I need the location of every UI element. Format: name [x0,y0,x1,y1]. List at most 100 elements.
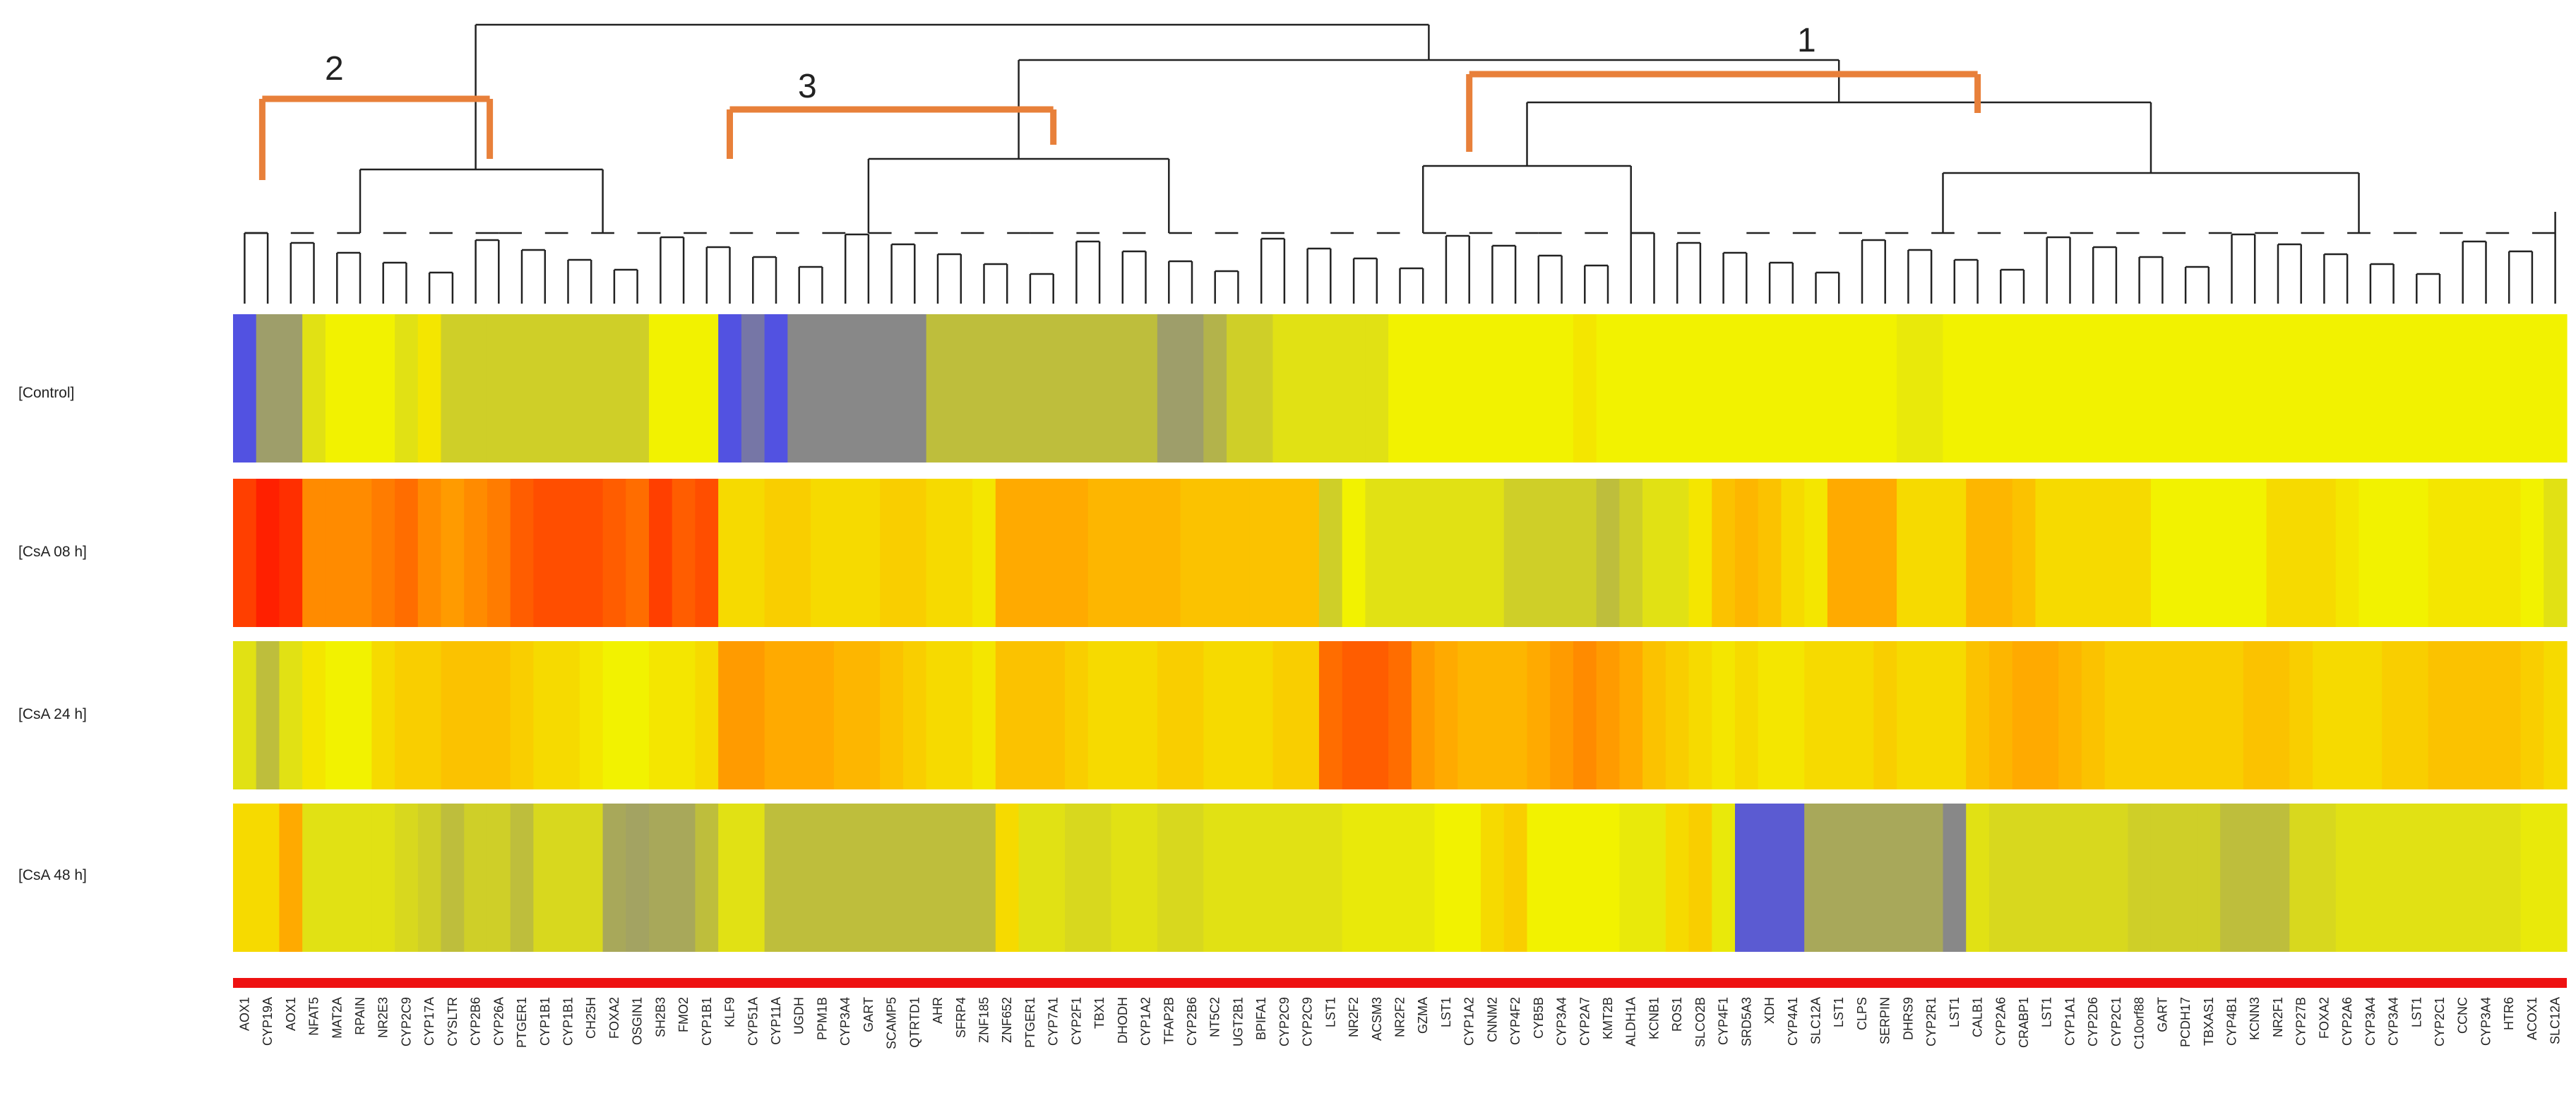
column-label: PPM1B [815,997,829,1040]
heatmap-cell [464,641,488,789]
heatmap-cell [902,804,927,952]
heatmap-cell [1296,479,1320,627]
heatmap-cell [1619,804,1643,952]
heatmap-cell [1365,641,1389,789]
column-label: CYP11A [769,997,783,1045]
heatmap-cell [718,479,742,627]
heatmap-cell [533,804,557,952]
heatmap-cell [1850,804,1874,952]
heatmap-cell [787,314,811,463]
column-label: CYP1B1 [700,997,714,1046]
heatmap-cell [325,804,350,952]
heatmap-cell [2012,804,2036,952]
row-label-control: [Control] [18,385,75,401]
cluster-label-3: 3 [798,68,817,105]
heatmap-cell [556,804,580,952]
heatmap-cell [2174,314,2198,463]
heatmap-cell [2520,641,2544,789]
heatmap-cell [2544,804,2568,952]
heatmap-cell [279,479,303,627]
heatmap-cell [1227,314,1251,463]
heatmap-cell [1365,479,1389,627]
column-label: KLF9 [723,997,737,1027]
heatmap-cell [2104,314,2128,463]
heatmap-cell [1850,641,1874,789]
heatmap-cell [1134,804,1158,952]
column-label: CYP2B6 [469,997,483,1046]
column-label: CALB1 [1971,997,1985,1037]
heatmap-cell [649,804,673,952]
heatmap-cell [1943,314,1967,463]
heatmap-cell [2150,804,2175,952]
heatmap-cell [1296,804,1320,952]
heatmap-cell [880,314,904,463]
heatmap-cell [1388,804,1412,952]
heatmap-cell [1272,479,1296,627]
column-label: SLC12A [1809,997,1823,1044]
heatmap-cell [1804,479,1828,627]
heatmap-cell [626,479,650,627]
heatmap-cell [2474,641,2498,789]
column-label: GART [861,997,876,1032]
column-label: CYP1B1 [538,997,552,1046]
column-label: MAT2A [330,997,344,1039]
heatmap-cell [741,479,765,627]
heatmap-cell [1365,314,1389,463]
heatmap-cell [1642,641,1666,789]
heatmap-cell [2451,804,2475,952]
heatmap-cell [602,479,626,627]
heatmap-cell [2404,804,2429,952]
heatmap-cell [2359,804,2383,952]
heatmap-cell [1804,641,1828,789]
heatmap-cell [741,804,765,952]
heatmap-cell [1318,641,1343,789]
heatmap-cell [510,804,534,952]
column-label: CYP2D6 [2086,997,2100,1046]
heatmap-cell [1457,641,1481,789]
heatmap-cell [348,314,372,463]
heatmap-cell [1227,479,1251,627]
heatmap-cell [880,479,904,627]
heatmap-cell [1573,804,1597,952]
heatmap-cell [2220,314,2244,463]
heatmap-cell [2035,804,2059,952]
heatmap-cell [880,641,904,789]
heatmap-cell [2081,641,2106,789]
heatmap-cell [1897,479,1921,627]
heatmap-cell [1596,804,1620,952]
heatmap-cell [1481,314,1505,463]
column-label: ZNF185 [977,997,991,1043]
heatmap-cell [926,804,950,952]
column-label: ACSM3 [1370,997,1384,1041]
heatmap-cell [279,314,303,463]
heatmap-cell [1619,479,1643,627]
heatmap-cell [1388,641,1412,789]
column-label: CYP4B1 [2225,997,2239,1046]
column-label: NR2F2 [1347,997,1361,1037]
heatmap-cell [1966,314,1990,463]
heatmap-cell [302,804,326,952]
heatmap-cell [1873,641,1897,789]
heatmap-cell [1249,314,1274,463]
heatmap-cell [1042,641,1066,789]
column-label: CYP1A1 [2063,997,2077,1046]
heatmap-cell [1457,479,1481,627]
heatmap-cell [256,314,280,463]
column-label: TBXAS1 [2202,997,2216,1046]
heatmap-cell [718,314,742,463]
heatmap-cell [2359,314,2383,463]
heatmap-cell [2382,804,2406,952]
heatmap-cell [1111,804,1135,952]
column-label: ROS1 [1670,997,1684,1032]
heatmap-cell [579,314,604,463]
heatmap-cell [2313,479,2337,627]
heatmap-cell [487,314,511,463]
heatmap-cell [926,479,950,627]
heatmap-cell [1596,479,1620,627]
column-label: AOX1 [284,997,298,1031]
heatmap-cell [741,314,765,463]
heatmap-cell [649,479,673,627]
row-label-csa-48h: [CsA 48 h] [18,867,87,883]
heatmap-cell [649,641,673,789]
heatmap-cell [2335,804,2360,952]
